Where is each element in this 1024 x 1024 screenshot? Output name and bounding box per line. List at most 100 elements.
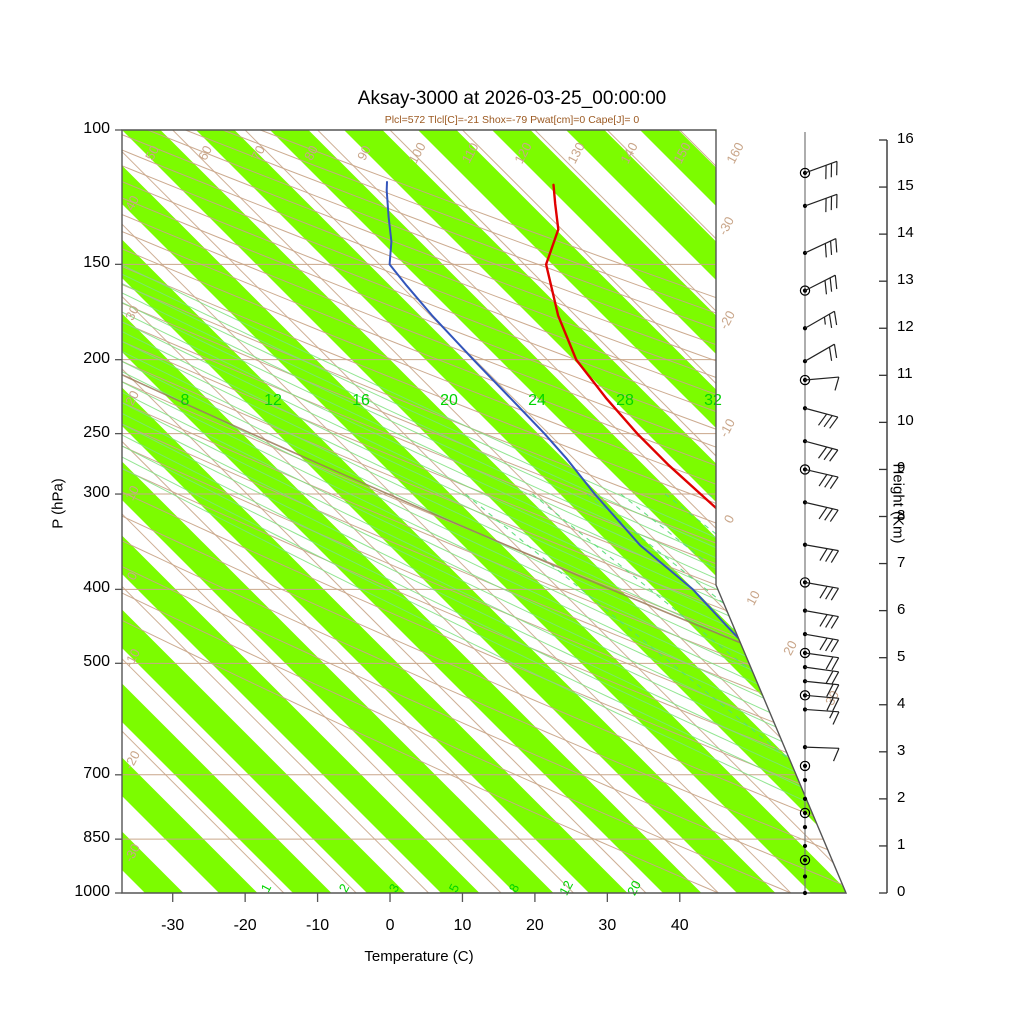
wind-level-ring [799, 464, 811, 475]
wind-barb [804, 694, 840, 712]
wind-level-dot [802, 857, 808, 863]
height-tick-label: 1 [897, 835, 906, 853]
wind-barb [804, 193, 838, 213]
wind-level-dot [802, 890, 808, 896]
height-tick-label: 11 [897, 365, 913, 383]
dry-adiabat-top-label: 90 [354, 143, 374, 163]
height-tick-label: 15 [897, 177, 914, 195]
mixing-ratio-label: 20 [624, 878, 644, 898]
pressure-tick-label: 100 [83, 120, 110, 137]
moist-adiabat-label: 20 [440, 392, 458, 409]
height-tick-label: 3 [897, 741, 906, 759]
wind-level-dot [802, 810, 808, 816]
pressure-tick-label: 850 [83, 829, 110, 847]
height-tick-label: 6 [897, 600, 906, 618]
wind-barb [804, 633, 839, 653]
height-tick-label: 7 [897, 553, 906, 571]
height-tick-label: 8 [897, 506, 906, 524]
wind-barb [804, 376, 840, 391]
dry-adiabat-left-label: 30 [122, 303, 142, 323]
dry-adiabat-left-label: 20 [122, 388, 142, 408]
wind-level-dot [802, 796, 808, 801]
temperature-tick-label: 20 [525, 917, 544, 934]
wind-barb [804, 610, 839, 629]
parcel-path [122, 142, 846, 893]
mixing-ratio-label: 12 [556, 878, 576, 898]
moist-adiabat-label: 16 [352, 392, 370, 409]
wind-barb-column [799, 132, 840, 896]
wind-barb [804, 238, 838, 258]
height-tick-label: 10 [897, 412, 914, 430]
wind-barb [804, 581, 839, 601]
temperature-tick-label: 30 [598, 917, 617, 934]
height-tick-label: 2 [897, 788, 906, 806]
wind-level-ring [799, 647, 811, 659]
moist-adiabat-label: 12 [264, 392, 282, 409]
height-tick-label: 12 [897, 318, 914, 336]
wind-barb [804, 407, 839, 429]
dry-adiabat-top-label: 160 [723, 140, 746, 166]
wind-barb [804, 310, 838, 329]
temperature-tick-label: -10 [306, 917, 330, 934]
temperature-tick-label: -30 [161, 917, 185, 934]
wind-level-dot [802, 843, 808, 849]
temperature-tick-label: 0 [385, 917, 395, 934]
pressure-tick-label: 700 [83, 764, 110, 782]
dry-adiabat-top-label: 50 [142, 143, 162, 163]
wind-level-ring [799, 577, 811, 588]
pressure-tick-label: 150 [83, 254, 110, 272]
dry-adiabat-right-label: 0 [721, 512, 738, 525]
chart-subtitle-indices: Plcl=572 Tlcl[C]=-21 Shox=-79 Pwat[cm]=0… [384, 114, 640, 126]
dry-adiabat-top-label: 80 [301, 143, 321, 163]
wind-level-ring [799, 285, 811, 296]
dry-adiabat-top-label: 70 [248, 143, 268, 163]
dry-adiabat-left-label: 40 [122, 193, 142, 213]
moist-adiabat-lines [122, 130, 846, 893]
temperature-profile [544, 183, 846, 776]
height-tick-label: 16 [897, 130, 914, 147]
pressure-tick-label: 300 [83, 484, 110, 502]
wind-barb [804, 666, 840, 685]
wind-level-ring [799, 807, 811, 819]
wind-level-ring [799, 760, 811, 772]
dry-adiabat-right-label: -10 [716, 416, 738, 440]
height-tick-label: 5 [897, 647, 906, 665]
wind-barb [804, 652, 840, 671]
pressure-tick-label: 1000 [74, 883, 110, 900]
moist-adiabat-label: 8 [181, 392, 190, 409]
wind-level-dot [802, 777, 808, 783]
wind-barb [804, 708, 840, 725]
dry-adiabat-right-label: 20 [780, 638, 800, 658]
pressure-tick-label: 500 [83, 653, 110, 671]
dry-adiabat-right-label: -20 [716, 308, 738, 332]
page-title: Aksay-3000 at 2026-03-25_00:00:00 [357, 88, 667, 109]
moist-adiabat-label: 24 [528, 392, 546, 409]
moist-adiabat-label: 32 [704, 392, 722, 409]
wind-level-dot [802, 825, 808, 830]
wind-level-ring [799, 167, 811, 179]
x-axis-label: Temperature (C) [364, 948, 474, 965]
height-tick-label: 0 [897, 883, 906, 900]
wind-barb [804, 343, 838, 362]
wind-level-dot [802, 763, 808, 769]
height-tick-label: 4 [897, 694, 906, 712]
temperature-tick-label: -20 [233, 917, 257, 934]
wind-level-ring [799, 854, 811, 866]
wind-barb [804, 501, 839, 522]
height-tick-label: 13 [897, 271, 914, 289]
wind-barb [804, 440, 839, 462]
moist-adiabat-label: 28 [616, 392, 634, 409]
height-tick-label: 9 [897, 459, 906, 477]
wind-barb [804, 544, 839, 563]
wind-level-dot [802, 874, 808, 879]
axis-ticks [115, 129, 888, 902]
temperature-tick-label: 10 [453, 917, 472, 934]
pressure-tick-label: 200 [83, 349, 110, 367]
dry-adiabat-left-label: 10 [122, 483, 142, 503]
height-tick-label: 14 [897, 224, 914, 242]
wind-barb [804, 680, 840, 698]
wind-barb [804, 160, 838, 180]
